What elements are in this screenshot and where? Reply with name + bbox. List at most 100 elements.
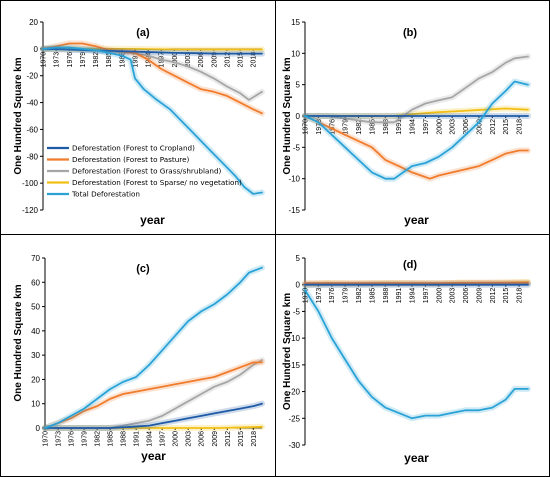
x-axis-label: year (140, 213, 165, 227)
legend-entry-sparse: Deforestation (Forest to Sparse/ no vege… (72, 178, 242, 187)
x-tick-label: 2009 (211, 52, 218, 68)
x-tick-label: 2012 (490, 119, 497, 135)
x-tick-label: 2003 (450, 288, 457, 304)
x-tick-label: 1982 (95, 431, 102, 447)
y-tick-label: -5 (293, 307, 301, 316)
x-tick-label: 1970 (43, 431, 50, 447)
x-tick-label: 1970 (303, 288, 310, 304)
x-tick-label: 1991 (134, 431, 141, 447)
x-tick-label: 2000 (173, 431, 180, 447)
x-axis-label: year (404, 213, 429, 227)
y-tick-label: -20 (26, 72, 38, 81)
x-tick-label: 1973 (316, 288, 323, 304)
x-tick-label: 1991 (396, 288, 403, 304)
x-tick-label: 1979 (80, 52, 87, 68)
x-tick-label: 1997 (423, 288, 430, 304)
x-tick-label: 1985 (369, 119, 376, 135)
y-tick-label: 40 (31, 327, 40, 336)
y-tick-label: -20 (288, 388, 300, 397)
x-tick-label: 1988 (119, 52, 126, 68)
y-axis-label: One Hundred Square km (13, 284, 24, 401)
x-tick-label: 2000 (436, 119, 443, 135)
y-tick-label: 0 (36, 424, 41, 433)
y-tick-label: -10 (288, 175, 300, 184)
x-tick-label: 1991 (132, 52, 139, 68)
x-tick-label: 2000 (172, 52, 179, 68)
y-tick-label: -5 (293, 143, 301, 152)
x-tick-label: 2018 (251, 52, 258, 68)
y-tick-label: -25 (288, 414, 300, 423)
x-tick-label: 2006 (463, 288, 470, 304)
x-tick-label: 1970 (303, 119, 310, 135)
y-axis-label: One Hundred Square km (13, 57, 24, 174)
series-line-grass (44, 359, 263, 429)
series-line-total (44, 266, 263, 429)
x-tick-label: 1976 (329, 119, 336, 135)
x-tick-label: 1994 (410, 288, 417, 304)
x-tick-label: 1991 (396, 119, 403, 135)
series-glow-total (302, 287, 531, 422)
series-line-cropland (42, 48, 263, 55)
panel-label: (a) (136, 27, 150, 39)
y-tick-label: -10 (288, 334, 300, 343)
x-tick-label: 1976 (69, 431, 76, 447)
series-line-total (42, 46, 263, 195)
series-line-total (304, 80, 529, 180)
x-tick-label: 2006 (463, 119, 470, 135)
x-tick-label: 1997 (160, 431, 167, 447)
x-tick-label: 1973 (54, 52, 61, 68)
y-tick-label: 0 (296, 281, 301, 290)
x-tick-label: 1997 (423, 119, 430, 135)
x-tick-label: 1976 (329, 288, 336, 304)
y-axis-label: One Hundred Square km (282, 293, 293, 410)
x-tick-label: 1994 (410, 119, 417, 135)
y-tick-label: 10 (31, 400, 40, 409)
y-tick-label: 15 (291, 18, 300, 27)
legend-entry-cropland: Deforestation (Forest to Cropland) (72, 144, 195, 153)
x-tick-label: 2009 (476, 119, 483, 135)
x-tick-label: 1982 (356, 288, 363, 304)
x-tick-label: 2003 (450, 119, 457, 135)
x-tick-label: 1985 (106, 52, 113, 68)
x-tick-label: 2015 (238, 52, 245, 68)
y-tick-label: 5 (296, 254, 301, 263)
panel-label: (d) (403, 259, 417, 271)
x-tick-label: 1994 (147, 431, 154, 447)
x-tick-label: 1982 (356, 119, 363, 135)
legend-entry-total: Total Deforestation (71, 190, 140, 199)
series-line-total (304, 289, 529, 420)
y-tick-label: -15 (288, 361, 300, 370)
x-tick-label: 2018 (517, 288, 524, 304)
x-tick-label: 2003 (185, 52, 192, 68)
legend-entry-grass: Deforestation (Forest to Grass/shrubland… (72, 167, 222, 176)
series-line-cropland (44, 402, 263, 429)
y-tick-label: -60 (26, 125, 38, 134)
x-tick-label: 1985 (108, 431, 115, 447)
chart-panel-2: 15 10 5 0 -5 -10 -15 1970 1973 1976 1979 1982 1985 19… (282, 18, 531, 227)
panel-label: (c) (136, 263, 150, 275)
chart-panel-1: 20 0 -20 -40 -60 -80 -100 -120 1970 1973 1976 1979 1… (13, 18, 265, 227)
chart-panel-4: 5 0 -5 -10 -15 -20 -25 -30 1970 1973 1976 1979 1982 1… (282, 254, 531, 465)
series-line-pasture (304, 281, 529, 285)
x-tick-label: 2003 (186, 431, 193, 447)
x-tick-label: 1976 (67, 52, 74, 68)
y-tick-label: 20 (31, 375, 40, 384)
x-axis-label: year (141, 449, 166, 463)
y-tick-label: -30 (288, 441, 300, 450)
series-line-pasture (42, 42, 263, 115)
y-tick-label: 0 (296, 112, 301, 121)
series-line-grass (304, 55, 529, 124)
x-tick-label: 1988 (383, 119, 390, 135)
x-tick-label: 2015 (503, 288, 510, 304)
y-axis-label: One Hundred Square km (282, 57, 293, 174)
x-tick-label: 2015 (503, 119, 510, 135)
series-line-pasture (44, 361, 263, 429)
y-tick-label: -120 (22, 206, 39, 215)
x-axis-label: year (404, 451, 429, 465)
y-tick-label: -15 (288, 206, 300, 215)
y-tick-label: -100 (22, 179, 39, 188)
x-tick-label: 2018 (251, 431, 258, 447)
